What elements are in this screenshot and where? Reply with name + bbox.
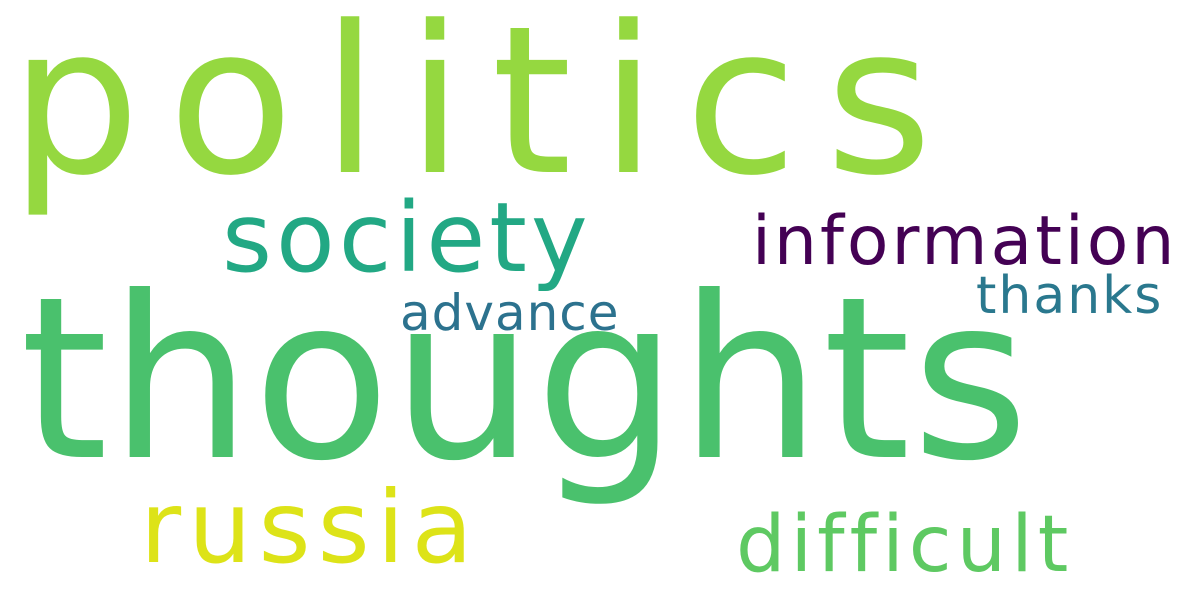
- word-thoughts: thoughts: [20, 249, 1030, 511]
- word-information: information: [752, 202, 1178, 281]
- word-difficult: difficult: [736, 500, 1074, 590]
- word-advance: advance: [400, 284, 620, 342]
- word-thanks: thanks: [976, 266, 1164, 326]
- word-society: society: [222, 182, 592, 294]
- word-politics: politics: [10, 0, 961, 221]
- word-russia: russia: [140, 469, 480, 586]
